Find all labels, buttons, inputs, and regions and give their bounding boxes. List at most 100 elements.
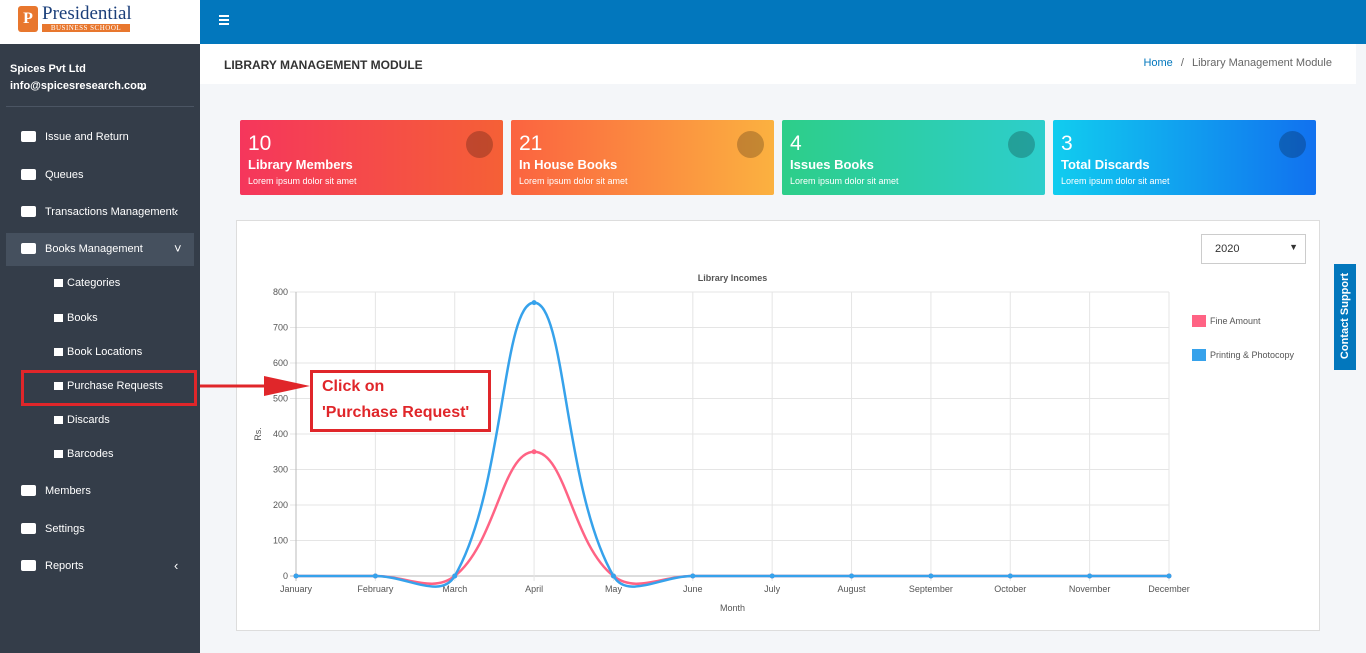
card-icon	[1279, 131, 1306, 158]
submenu-icon	[54, 416, 63, 424]
menu-item[interactable]: Settings	[45, 523, 85, 535]
user-email: info@spicesresearch.com	[10, 80, 147, 92]
card-count: 21	[519, 132, 543, 155]
card-title: Total Discards	[1061, 157, 1150, 172]
stat-card: 4 Issues Books Lorem ipsum dolor sit amet	[782, 120, 1045, 195]
data-point	[928, 573, 934, 579]
y-axis-label: Rs.	[253, 427, 263, 441]
submenu-item[interactable]: Book Locations	[67, 346, 143, 358]
menu-icon	[21, 560, 36, 571]
submenu-item[interactable]: Barcodes	[67, 448, 114, 460]
breadcrumb-separator: /	[1180, 57, 1184, 69]
legend-swatch	[1192, 315, 1206, 327]
chart-title: Library Incomes	[698, 273, 768, 283]
data-point	[531, 449, 537, 455]
menu-chevron: ‹	[174, 204, 179, 219]
menu-item[interactable]: Transactions Management	[45, 206, 175, 218]
data-point	[610, 573, 616, 579]
menu-item[interactable]: Reports	[45, 560, 84, 572]
breadcrumb-current: Library Management Module	[1191, 57, 1332, 69]
x-tick-label: November	[1069, 584, 1111, 594]
x-tick-label: October	[994, 584, 1026, 594]
contact-support-tab[interactable]: Contact Support	[1334, 264, 1356, 370]
y-tick-label: 200	[273, 500, 288, 510]
menu-icon	[21, 206, 36, 217]
data-point	[531, 300, 537, 306]
card-title: Issues Books	[790, 157, 874, 172]
data-point	[690, 573, 696, 579]
stat-card: 3 Total Discards Lorem ipsum dolor sit ame…	[1053, 120, 1316, 195]
menu-icon	[21, 243, 36, 254]
x-axis-label: Month	[720, 603, 745, 613]
menu-icon	[21, 523, 36, 534]
contact-support-label: Contact Support	[1339, 272, 1351, 360]
submenu-icon	[54, 279, 63, 287]
x-tick-label: July	[764, 584, 781, 594]
menu-icon	[21, 131, 36, 142]
submenu-icon	[54, 348, 63, 356]
page-header: LIBRARY MANAGEMENT MODULE Home / Library…	[200, 44, 1356, 84]
legend-swatch	[1192, 349, 1206, 361]
card-text: Lorem ipsum dolor sit amet	[1061, 176, 1170, 186]
user-dropdown[interactable]: ⌄	[136, 81, 150, 93]
series-line	[296, 450, 1169, 585]
card-text: Lorem ipsum dolor sit amet	[248, 176, 357, 186]
menu-active-bg	[6, 233, 194, 266]
annotation-line: 'Purchase Request'	[322, 404, 470, 421]
legend-label: Printing & Photocopy	[1210, 350, 1295, 360]
y-tick-label: 400	[273, 429, 288, 439]
breadcrumb: Home / Library Management Module	[1143, 57, 1332, 69]
data-point	[769, 573, 775, 579]
submenu-item[interactable]: Purchase Requests	[67, 380, 163, 392]
menu-item[interactable]: Books Management	[45, 243, 143, 255]
menu-item[interactable]: Issue and Return	[45, 131, 129, 143]
menu-item[interactable]: Members	[45, 485, 91, 497]
data-point	[1007, 573, 1013, 579]
year-select-value: 2020	[1215, 243, 1240, 255]
data-point	[1166, 573, 1172, 579]
data-point	[452, 573, 458, 579]
x-tick-label: January	[280, 584, 313, 594]
legend-label: Fine Amount	[1210, 316, 1261, 326]
x-tick-label: December	[1148, 584, 1190, 594]
x-tick-label: April	[525, 584, 543, 594]
x-tick-label: February	[357, 584, 394, 594]
sidebar: Spices Pvt Ltd info@spicesresearch.com ⌄ Is…	[0, 0, 200, 653]
y-tick-label: 800	[273, 287, 288, 297]
x-tick-label: March	[442, 584, 467, 594]
submenu-icon	[54, 314, 63, 322]
menu-chevron: ˅	[174, 241, 182, 256]
menu-toggle[interactable]	[219, 15, 229, 25]
select-arrow: ▼	[1289, 242, 1298, 252]
card-title: In House Books	[519, 157, 618, 172]
submenu-icon	[54, 382, 63, 390]
year-select[interactable]: 2020 ▼	[1201, 234, 1306, 264]
menu-item[interactable]: Queues	[45, 169, 84, 181]
menu-icon	[21, 485, 36, 496]
logo: P Presidential BUSINESS SCHOOL	[0, 0, 200, 44]
stat-card: 21 In House Books Lorem ipsum dolor sit am…	[511, 120, 774, 195]
breadcrumb-link[interactable]: Home	[1143, 57, 1173, 69]
y-tick-label: 0	[283, 571, 288, 581]
top-bar	[200, 0, 1366, 44]
submenu-item[interactable]: Books	[67, 312, 98, 324]
card-text: Lorem ipsum dolor sit amet	[519, 176, 628, 186]
series-line	[296, 301, 1169, 588]
card-title: Library Members	[248, 157, 353, 172]
y-tick-label: 700	[273, 323, 288, 333]
x-tick-label: May	[605, 584, 623, 594]
y-tick-label: 500	[273, 394, 288, 404]
card-icon	[737, 131, 764, 158]
y-tick-label: 600	[273, 358, 288, 368]
x-tick-label: August	[838, 584, 867, 594]
data-point	[293, 573, 299, 579]
card-count: 3	[1061, 132, 1073, 155]
card-text: Lorem ipsum dolor sit amet	[790, 176, 899, 186]
submenu-item[interactable]: Discards	[67, 414, 110, 426]
submenu-item[interactable]: Categories	[67, 277, 121, 289]
submenu-icon	[54, 450, 63, 458]
menu-chevron: ‹	[174, 558, 179, 573]
y-tick-label: 100	[273, 536, 288, 546]
